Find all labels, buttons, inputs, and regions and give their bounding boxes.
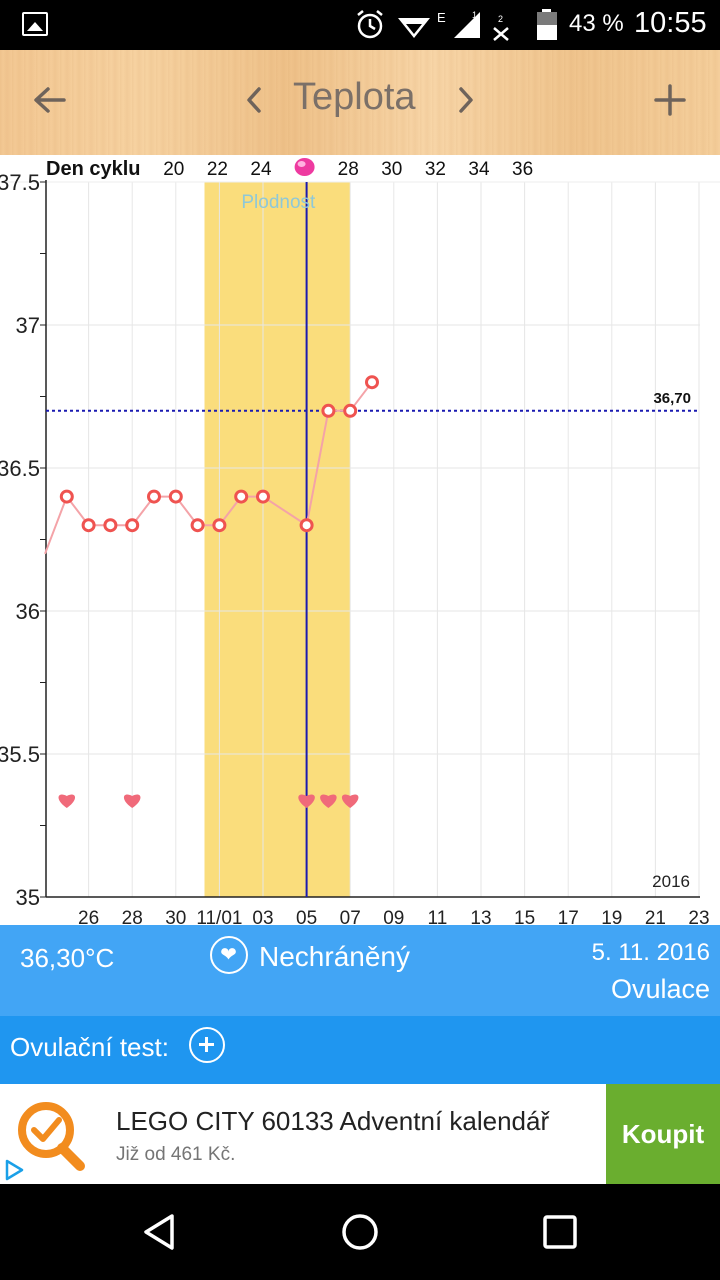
temperature-point: [256, 489, 270, 504]
ovulation-test-label: Ovulační test:: [10, 1032, 169, 1062]
nav-recents-icon[interactable]: [540, 1212, 580, 1252]
coverline-label: 36,70: [653, 390, 691, 407]
y-tick-label: 37: [16, 313, 40, 338]
intercourse-heart-icon: [341, 794, 359, 808]
wifi-icon: [398, 18, 430, 38]
y-tick-label: 35.5: [0, 742, 40, 767]
x-tick-label: 05: [296, 908, 317, 925]
cycle-day-label: 28: [338, 159, 359, 180]
image-notification-icon: [22, 12, 48, 36]
x-tick-label: 07: [340, 908, 361, 925]
intercourse-heart-icon: [320, 794, 337, 808]
temperature-point: [168, 489, 183, 504]
x-tick-label: 03: [252, 908, 273, 925]
alarm-icon: [357, 10, 383, 39]
temperature-point: [59, 489, 74, 504]
temperature-point: [321, 403, 336, 418]
temperature-point: [190, 518, 205, 533]
x-tick-label: 11/01: [196, 908, 242, 925]
ovulation-day-dot-highlight: [297, 161, 306, 167]
ovulation-test-bar[interactable]: Ovulační test:: [0, 1016, 720, 1084]
cycle-day-label: 36: [512, 159, 533, 180]
x-tick-label: 19: [601, 908, 622, 925]
fertile-window-label: Plodnost: [241, 192, 316, 213]
x-tick-label: 30: [165, 908, 186, 925]
intercourse-heart-icon: [58, 794, 76, 808]
temperature-point: [234, 489, 249, 504]
y-tick-label: 37.5: [0, 170, 40, 195]
x-tick-label: 13: [470, 908, 491, 925]
day-info-bar[interactable]: 36,30°C ❤ Nechráněný 5. 11. 2016 Ovulace: [0, 925, 720, 1016]
cycle-day-label: 30: [381, 159, 402, 180]
adchoices-icon[interactable]: [2, 1158, 26, 1182]
x-tick-label: 21: [645, 908, 666, 925]
temperature-point: [365, 375, 379, 390]
plus-icon[interactable]: [650, 80, 690, 120]
temperature-chart[interactable]: Plodnost 37.5 37 36.5 36 35.5 35 26 28 30 11/01 03 0…: [0, 155, 720, 925]
add-circle-icon[interactable]: [189, 1027, 225, 1063]
temperature-point: [299, 518, 314, 533]
page-title: Teplota: [293, 76, 416, 118]
status-bar: E 1 2 43 % 10:55: [0, 0, 720, 50]
back-arrow-icon[interactable]: [30, 80, 70, 120]
no-data-icon: 2: [493, 14, 509, 41]
x-tick-label: 23: [688, 908, 709, 925]
x-tick-label: 09: [383, 908, 404, 925]
ovulation-day-marker: [294, 158, 315, 176]
navigation-bar: [0, 1184, 720, 1280]
temperature-point: [343, 403, 358, 418]
wood-texture: [0, 50, 720, 155]
x-tick-label: 28: [122, 908, 143, 925]
ovulation-day-dot: [294, 158, 315, 176]
year-label: 2016: [652, 872, 690, 891]
protection-status: Nechráněný: [259, 941, 410, 972]
heart-icon: ❤: [210, 936, 248, 974]
signal-icon: 1: [454, 10, 480, 38]
temperature-value: 36,30°C: [20, 943, 115, 973]
clock: 10:55: [634, 7, 707, 39]
x-tick-label: 17: [558, 908, 579, 925]
intercourse-heart-icon: [123, 794, 141, 808]
battery-percent: 43 %: [569, 10, 624, 37]
temperature-point: [147, 489, 161, 504]
cycle-day-label: 24: [250, 159, 272, 180]
chevron-left-icon[interactable]: [242, 83, 266, 117]
ad-subline: Již od 461 Kč.: [116, 1144, 236, 1165]
ad-headline[interactable]: LEGO CITY 60133 Adventní kalendář: [116, 1106, 550, 1136]
cycle-day-label: 34: [468, 159, 490, 180]
selected-date: 5. 11. 2016: [591, 939, 710, 966]
cycle-phase: Ovulace: [610, 974, 710, 1004]
battery-icon: [537, 9, 557, 40]
x-tick-label: 15: [514, 908, 535, 925]
buy-button[interactable]: Koupit: [606, 1084, 720, 1184]
temperature-point: [103, 518, 118, 533]
chevron-right-icon[interactable]: [454, 83, 478, 117]
status-icons: E 1 2: [357, 10, 509, 41]
svg-text:2: 2: [498, 14, 503, 24]
y-tick-label: 35: [16, 885, 40, 910]
temperature-point: [125, 518, 140, 533]
intercourse-heart-icon: [298, 794, 315, 808]
nav-home-icon[interactable]: [340, 1212, 380, 1252]
cycle-day-label: 32: [425, 159, 446, 180]
ad-banner[interactable]: LEGO CITY 60133 Adventní kalendář Již od…: [0, 1084, 720, 1184]
cycle-day-label: 20: [163, 159, 184, 180]
svg-text:1: 1: [472, 10, 477, 20]
y-tick-label: 36.5: [0, 456, 40, 481]
cycle-day-label: 22: [207, 159, 228, 180]
nav-back-icon[interactable]: [140, 1212, 180, 1252]
x-tick-label: 26: [78, 908, 99, 925]
network-type-label: E: [437, 10, 446, 25]
app-bar: Teplota: [0, 50, 720, 155]
y-tick-label: 36: [16, 599, 40, 624]
cycle-day-heading: Den cyklu: [46, 158, 140, 180]
fertile-window-band: [204, 182, 351, 897]
temperature-point: [81, 518, 96, 533]
ad-logo-icon: [18, 1102, 85, 1171]
temperature-point: [212, 518, 227, 533]
x-tick-label: 11: [428, 908, 448, 925]
